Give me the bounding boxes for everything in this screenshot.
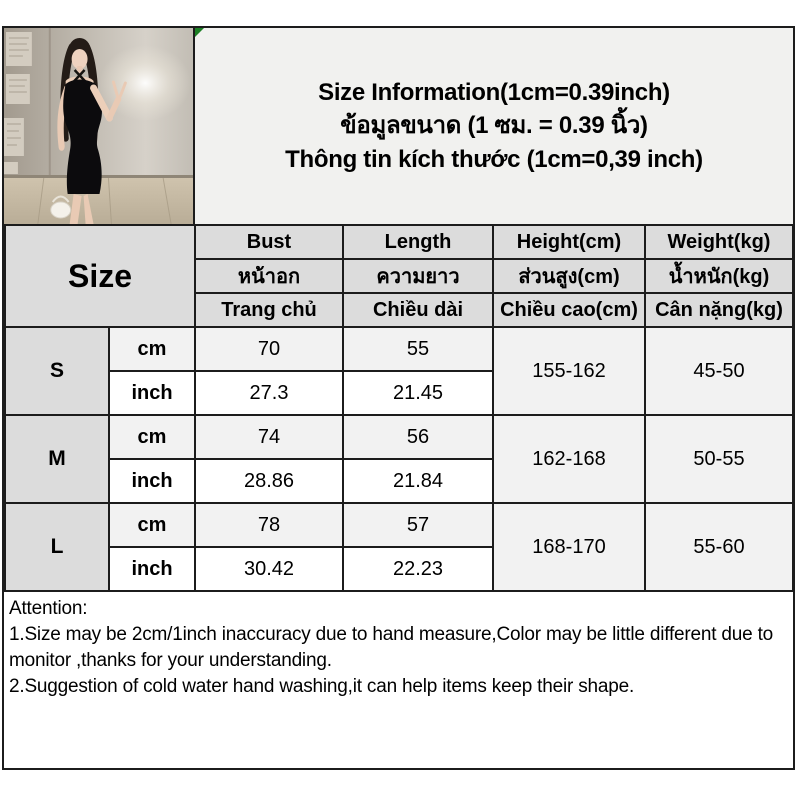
- col-header-height-en: Height(cm): [492, 224, 646, 260]
- m-bust-inch: 28.86: [194, 458, 344, 504]
- unit-m-inch: inch: [108, 458, 196, 504]
- m-length-cm: 56: [342, 414, 494, 460]
- title-thai: ข้อมูลขนาด (1 ซม. = 0.39 นิ้ว): [340, 112, 648, 140]
- l-weight: 55-60: [644, 502, 794, 592]
- row-l-cm: L cm 78 57 168-170 55-60: [4, 502, 794, 592]
- m-weight: 50-55: [644, 414, 794, 504]
- size-l-label: L: [4, 502, 110, 592]
- unit-l-cm: cm: [108, 502, 196, 548]
- title-panel: Size Information(1cm=0.39inch) ข้อมูลขนา…: [195, 28, 793, 224]
- header-row-en: Size Bust Length Height(cm) Weight(kg): [4, 224, 794, 328]
- l-length-inch: 22.23: [342, 546, 494, 592]
- unit-s-cm: cm: [108, 326, 196, 372]
- col-header-length-th: ความยาว: [342, 258, 494, 294]
- size-table: Size Bust Length Height(cm) Weight(kg) ห…: [4, 224, 794, 592]
- attention-section: Attention: 1.Size may be 2cm/1inch inacc…: [4, 592, 793, 768]
- title-english: Size Information(1cm=0.39inch): [318, 78, 670, 106]
- s-height: 155-162: [492, 326, 646, 416]
- attention-note-1: 1.Size may be 2cm/1inch inaccuracy due t…: [9, 624, 774, 671]
- l-bust-cm: 78: [194, 502, 344, 548]
- row-m-cm: M cm 74 56 162-168 50-55: [4, 414, 794, 504]
- title-vietnamese: Thông tin kích thước (1cm=0,39 inch): [285, 145, 703, 173]
- row-l-inch: inch 30.42 22.23: [5, 546, 793, 592]
- model-photo: [4, 28, 195, 224]
- size-s-label: S: [4, 326, 110, 416]
- s-weight: 45-50: [644, 326, 794, 416]
- col-header-bust-en: Bust: [194, 224, 344, 260]
- row-s-cm: S cm 70 55 155-162 45-50: [4, 326, 794, 416]
- s-length-inch: 21.45: [342, 370, 494, 416]
- attention-note-2: 2.Suggestion of cold water hand washing,…: [9, 676, 635, 697]
- s-length-cm: 55: [342, 326, 494, 372]
- model-figure: [50, 38, 127, 224]
- row-m-inch: inch 28.86 21.84: [5, 458, 793, 504]
- col-header-height-vi: Chiều cao(cm): [492, 292, 646, 328]
- col-header-length-en: Length: [342, 224, 494, 260]
- l-length-cm: 57: [342, 502, 494, 548]
- size-header-cell: Size: [4, 224, 196, 328]
- col-header-bust-vi: Trang chủ: [194, 292, 344, 328]
- l-bust-inch: 30.42: [194, 546, 344, 592]
- attention-heading: Attention:: [9, 598, 88, 619]
- col-header-weight-th: น้ำหนัก(kg): [644, 258, 794, 294]
- col-header-bust-th: หน้าอก: [194, 258, 344, 294]
- green-corner-marker-icon: [195, 28, 204, 37]
- top-section: Size Information(1cm=0.39inch) ข้อมูลขนา…: [4, 28, 793, 224]
- row-s-inch: inch 27.3 21.45: [5, 370, 793, 416]
- unit-s-inch: inch: [108, 370, 196, 416]
- col-header-length-vi: Chiều dài: [342, 292, 494, 328]
- content-box: Size Information(1cm=0.39inch) ข้อมูลขนา…: [2, 26, 795, 770]
- model-photo-illustration: [4, 28, 193, 224]
- m-bust-cm: 74: [194, 414, 344, 460]
- header-row-th: หน้าอก ความยาว ส่วนสูง(cm) น้ำหนัก(kg): [5, 258, 794, 294]
- col-header-weight-vi: Cân nặng(kg): [644, 292, 794, 328]
- m-length-inch: 21.84: [342, 458, 494, 504]
- col-header-height-th: ส่วนสูง(cm): [492, 258, 646, 294]
- unit-m-cm: cm: [108, 414, 196, 460]
- s-bust-cm: 70: [194, 326, 344, 372]
- m-height: 162-168: [492, 414, 646, 504]
- col-header-weight-en: Weight(kg): [644, 224, 794, 260]
- l-height: 168-170: [492, 502, 646, 592]
- s-bust-inch: 27.3: [194, 370, 344, 416]
- unit-l-inch: inch: [108, 546, 196, 592]
- header-row-vi: Trang chủ Chiều dài Chiều cao(cm) Cân nặ…: [5, 292, 794, 328]
- size-m-label: M: [4, 414, 110, 504]
